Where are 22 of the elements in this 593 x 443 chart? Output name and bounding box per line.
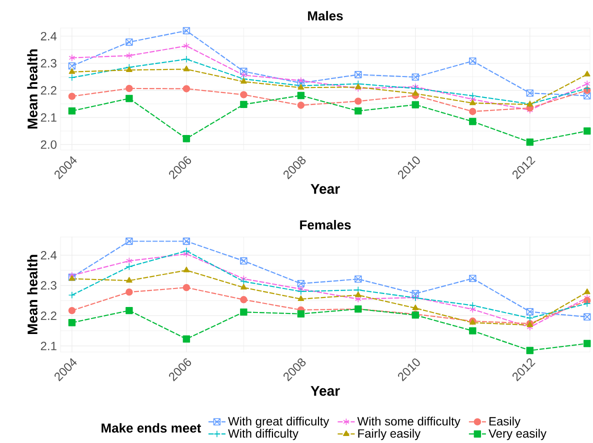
legend-title: Make ends meet — [102, 423, 202, 433]
y-tick-label: 2.0 — [40, 140, 57, 149]
x-axis-title: Year — [310, 184, 340, 194]
chart-title: Females — [300, 220, 351, 230]
chart-title: Males — [308, 10, 343, 20]
y-tick-label: 2.1 — [40, 113, 56, 122]
y-tick-label: 2.1 — [40, 342, 56, 350]
y-tick-label: 2.4 — [40, 250, 57, 260]
y-tick-label: 2.4 — [40, 32, 57, 40]
y-axis-title: Mean health — [27, 254, 38, 334]
y-tick-label: 2.3 — [40, 58, 56, 68]
legend-label: With difficulty — [228, 428, 298, 440]
x-axis-title: Year — [310, 386, 340, 396]
legend-label: With great difficulty — [228, 416, 330, 428]
legend-label: Fairly easily — [358, 428, 421, 440]
y-axis-title: Mean health — [27, 49, 38, 129]
legend-label: With some difficulty — [357, 416, 460, 428]
legend-label: Very easily — [488, 428, 546, 440]
y-tick-label: 2.3 — [40, 281, 56, 290]
y-tick-label: 2.2 — [40, 312, 56, 320]
y-tick-label: 2.2 — [40, 86, 56, 95]
legend-label: Easily — [489, 416, 520, 428]
